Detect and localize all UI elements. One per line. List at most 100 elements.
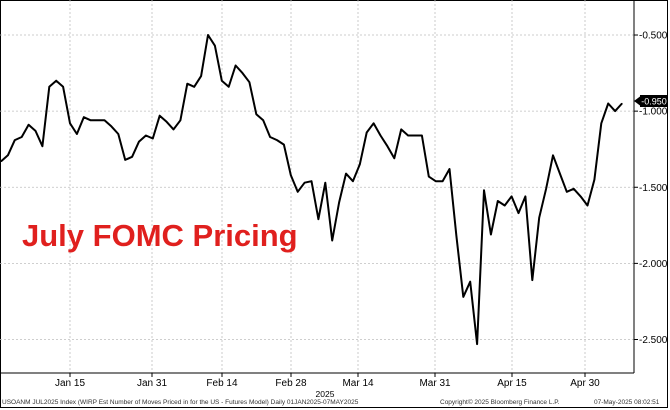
data-point — [435, 180, 437, 182]
data-point — [269, 136, 271, 138]
y-tick-label: -2.000 — [639, 259, 668, 270]
x-tick-label: Mar 14 — [342, 378, 374, 389]
data-point — [200, 75, 202, 77]
footer-source: USOANM JUL2025 Index (WIRP Est Number of… — [2, 399, 359, 406]
data-point — [586, 204, 589, 207]
grid-lines — [0, 0, 634, 373]
x-tick-label: Feb 14 — [206, 378, 238, 389]
data-point — [283, 144, 285, 146]
data-point — [179, 119, 181, 121]
data-point — [228, 86, 230, 88]
data-point — [90, 119, 92, 121]
year-label: 2025 — [316, 389, 335, 399]
data-point — [248, 81, 250, 83]
data-point — [310, 180, 313, 182]
data-point — [214, 45, 216, 47]
data-point — [0, 160, 2, 162]
data-point — [166, 121, 168, 123]
data-point — [442, 180, 444, 182]
data-point — [600, 122, 602, 124]
data-point — [469, 281, 471, 283]
last-value-pointer — [634, 96, 640, 106]
x-tick-label: Jan 31 — [137, 378, 167, 389]
y-axis: -0.500 -1.000 -1.500 -2.000 -2.500 — [634, 31, 668, 346]
data-point — [531, 279, 533, 281]
data-point — [290, 174, 292, 176]
data-point — [276, 139, 278, 141]
data-point — [69, 122, 71, 124]
data-point — [483, 189, 485, 191]
data-point — [490, 233, 492, 236]
data-point — [304, 182, 306, 184]
data-point — [552, 154, 554, 156]
x-axis: Jan 15 Jan 31 Feb 14 Feb 28 Mar 14 Mar 31 Apr … — [55, 373, 600, 389]
data-point — [62, 86, 64, 88]
footer-copyright: Copyright© 2025 Bloomberg Finance L.P. — [440, 399, 560, 406]
data-point — [41, 145, 44, 147]
y-tick-label: -1.000 — [639, 107, 668, 118]
y-tick-label: -2.500 — [639, 335, 668, 346]
data-point — [324, 182, 326, 184]
data-point — [48, 86, 50, 88]
data-point — [255, 113, 257, 115]
last-value-label: -0.950 — [641, 96, 667, 106]
data-point — [373, 122, 375, 124]
x-tick-label: Apr 30 — [570, 378, 600, 389]
data-point — [241, 72, 244, 74]
last-value-marker: -0.950 — [634, 95, 668, 107]
data-point — [393, 157, 395, 159]
y-tick-label: -1.500 — [639, 183, 668, 194]
data-point — [414, 134, 416, 137]
footer: USOANM JUL2025 Index (WIRP Est Number of… — [0, 397, 670, 409]
data-point — [138, 141, 140, 143]
data-point — [124, 159, 126, 161]
data-point — [352, 180, 354, 182]
footer-timestamp: 07-May-2025 08:02:51 — [594, 399, 660, 406]
data-point — [7, 154, 9, 156]
data-point — [55, 80, 57, 82]
data-point — [159, 115, 161, 117]
data-point — [593, 179, 596, 181]
y-tick-label: -0.500 — [639, 31, 668, 42]
data-point — [110, 125, 112, 127]
data-point — [297, 191, 299, 193]
data-point — [76, 133, 78, 135]
data-point — [573, 188, 575, 190]
data-point — [517, 212, 520, 214]
data-point — [614, 110, 616, 112]
data-point — [235, 64, 237, 67]
data-point — [14, 139, 16, 141]
data-point — [221, 80, 223, 82]
series-line — [0, 34, 623, 346]
data-point — [379, 134, 382, 137]
data-point — [455, 235, 457, 237]
x-tick-label: Jan 15 — [55, 378, 85, 389]
x-tick-label: Feb 28 — [275, 378, 307, 389]
data-point — [97, 119, 99, 121]
data-point — [524, 195, 527, 197]
series-points — [0, 34, 623, 345]
data-point — [131, 156, 133, 158]
data-point — [117, 133, 119, 135]
data-point — [566, 191, 568, 193]
data-point — [386, 145, 388, 147]
data-point — [331, 239, 333, 242]
line-chart: Jan 15 Jan 31 Feb 14 Feb 28 Mar 14 Mar 31 Apr … — [0, 0, 668, 399]
data-point — [186, 83, 188, 85]
data-point — [172, 128, 175, 130]
data-point — [28, 124, 30, 126]
data-point — [448, 168, 451, 170]
x-tick-label: Mar 31 — [419, 378, 451, 389]
data-point — [317, 218, 319, 220]
data-point — [152, 137, 154, 140]
data-point — [359, 163, 361, 165]
data-point — [21, 136, 23, 138]
data-point — [262, 119, 264, 121]
data-point — [497, 200, 499, 202]
data-point — [545, 188, 547, 190]
data-point — [428, 176, 430, 178]
data-point — [338, 201, 340, 204]
data-point — [538, 217, 540, 219]
data-point — [145, 134, 147, 137]
